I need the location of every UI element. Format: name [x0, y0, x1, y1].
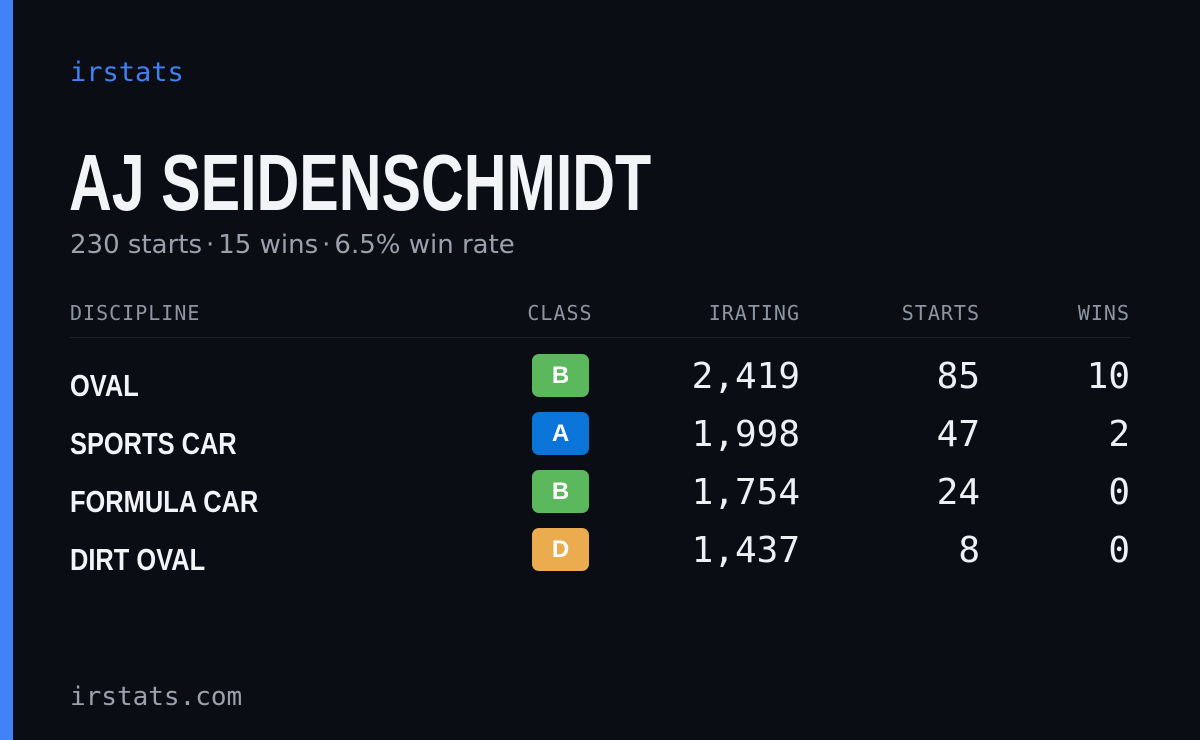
row-starts: 24	[936, 472, 980, 513]
row-wins: 2	[1108, 414, 1130, 455]
row-irating: 1,754	[691, 472, 800, 513]
footer-site: irstats.com	[70, 682, 243, 712]
table-row: SPORTS CAR A 1,998 47 2	[70, 412, 1130, 470]
header-irating: IRATING	[708, 301, 800, 325]
class-badge: D	[532, 528, 589, 571]
driver-name: AJ SEIDENSCHMIDT	[69, 138, 652, 227]
summary-wins: 15 wins	[218, 230, 319, 260]
row-starts: 85	[936, 356, 980, 397]
row-irating: 1,998	[691, 414, 800, 455]
class-badge: B	[532, 354, 589, 397]
row-wins: 10	[1086, 356, 1130, 397]
header-discipline: DISCIPLINE	[70, 301, 201, 325]
class-badge: B	[532, 470, 589, 513]
table-row: DIRT OVAL D 1,437 8 0	[70, 528, 1130, 586]
table-row: OVAL B 2,419 85 10	[70, 354, 1130, 412]
summary-separator: ·	[322, 230, 331, 260]
table-body: OVAL B 2,419 85 10 SPORTS CAR A 1,998 47…	[70, 354, 1130, 586]
driver-summary: 230 starts · 15 wins · 6.5% win rate	[70, 228, 515, 262]
row-wins: 0	[1108, 530, 1130, 571]
summary-win-rate: 6.5% win rate	[334, 230, 515, 260]
table-header: DISCIPLINE CLASS IRATING STARTS WINS	[70, 296, 1130, 338]
header-class: CLASS	[527, 301, 593, 325]
row-discipline: FORMULA CAR	[70, 484, 259, 519]
header-starts: STARTS	[901, 301, 980, 325]
class-badge: A	[532, 412, 589, 455]
summary-starts: 230 starts	[70, 230, 202, 260]
table-row: FORMULA CAR B 1,754 24 0	[70, 470, 1130, 528]
row-irating: 2,419	[691, 356, 800, 397]
brand-logo: irstats	[70, 57, 184, 88]
stats-table: DISCIPLINE CLASS IRATING STARTS WINS OVA…	[70, 296, 1130, 586]
row-starts: 47	[936, 414, 980, 455]
header-wins: WINS	[1077, 301, 1130, 325]
row-discipline: DIRT OVAL	[70, 542, 206, 577]
row-discipline: OVAL	[70, 368, 139, 403]
accent-bar	[0, 0, 13, 740]
row-starts: 8	[958, 530, 980, 571]
row-wins: 0	[1108, 472, 1130, 513]
row-irating: 1,437	[691, 530, 800, 571]
row-discipline: SPORTS CAR	[70, 426, 237, 461]
summary-separator: ·	[206, 230, 215, 260]
